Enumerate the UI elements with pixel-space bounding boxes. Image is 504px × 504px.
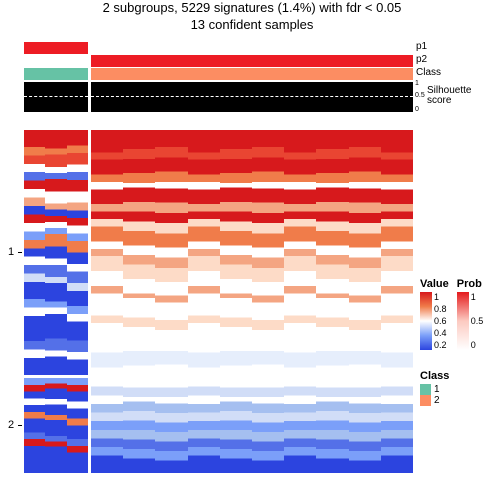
heatmap-column xyxy=(349,130,381,375)
silhouette-col1 xyxy=(24,82,88,112)
heatmap-column xyxy=(45,130,66,375)
p2-band xyxy=(24,55,413,67)
heatmap-column xyxy=(45,378,66,473)
legend-tick: 0.6 xyxy=(434,316,447,326)
prob-ticks: 10.50 xyxy=(471,292,484,350)
silhouette-tick-2: 0 xyxy=(415,106,419,113)
prob-legend: Prob 10.50 xyxy=(457,278,484,350)
heatmap-column xyxy=(220,130,252,375)
class-band-col1 xyxy=(24,68,88,80)
heatmap-column xyxy=(316,378,348,473)
class-swatch xyxy=(420,395,431,406)
value-legend: Value 1 0.8 0.6 0.4 0.2 xyxy=(420,278,449,350)
p1-band xyxy=(24,42,413,54)
prob-legend-title: Prob xyxy=(457,278,484,290)
silhouette-label: Silhouettescore xyxy=(427,86,471,106)
heatmap-column xyxy=(349,378,381,473)
heatmap-col1-g2 xyxy=(24,378,88,473)
p2-band-col1 xyxy=(24,55,88,67)
heatmap-col1-g1 xyxy=(24,130,88,375)
heatmap-column xyxy=(220,378,252,473)
legend-tick: 0.2 xyxy=(434,340,447,350)
value-ticks: 1 0.8 0.6 0.4 0.2 xyxy=(434,292,447,350)
silhouette-col2 xyxy=(91,82,413,112)
silhouette-tick-0: 1 xyxy=(415,80,419,87)
heatmap-column xyxy=(381,378,413,473)
heatmap-column xyxy=(91,378,123,473)
heatmap-column xyxy=(91,130,123,375)
heatmap-column xyxy=(188,130,220,375)
legend-tick: 0.8 xyxy=(434,304,447,314)
legend-tick: 0 xyxy=(471,340,484,350)
p1-band-col2 xyxy=(91,42,413,54)
legend-tick: 0.5 xyxy=(471,316,484,326)
class-legend-title: Class xyxy=(420,370,449,382)
heatmap-column xyxy=(284,130,316,375)
value-gradient xyxy=(420,292,432,350)
heatmap-column xyxy=(155,378,187,473)
heatmap-column xyxy=(252,130,284,375)
class-legend-item: 1 xyxy=(420,384,449,395)
prob-gradient xyxy=(457,292,469,350)
title-line-1: 2 subgroups, 5229 signatures (1.4%) with… xyxy=(0,0,504,17)
class-swatch xyxy=(420,384,431,395)
class-legend-item: 2 xyxy=(420,395,449,406)
heatmap-column xyxy=(252,378,284,473)
heatmap-column xyxy=(284,378,316,473)
heatmap-column xyxy=(123,130,155,375)
heatmap-column xyxy=(316,130,348,375)
heatmap-column xyxy=(381,130,413,375)
heatmap-column xyxy=(24,378,45,473)
title-line-2: 13 confident samples xyxy=(0,17,504,34)
p1-band-label: p1 xyxy=(416,42,427,52)
p2-band-label: p2 xyxy=(416,55,427,65)
legend-tick: 1 xyxy=(434,292,447,302)
class-label: 2 xyxy=(434,395,440,406)
class-band-col2 xyxy=(91,68,413,80)
heatmap-col2-g2 xyxy=(91,378,413,473)
heatmap-column xyxy=(123,378,155,473)
heatmap-column xyxy=(67,378,88,473)
heatmap-column xyxy=(155,130,187,375)
legend-tick: 1 xyxy=(471,292,484,302)
silhouette-tick-1: 0.5 xyxy=(415,92,425,99)
class-band-label: Class xyxy=(416,68,441,78)
heatmap-column xyxy=(188,378,220,473)
p1-band-col1 xyxy=(24,42,88,54)
class-label: 1 xyxy=(434,384,440,395)
legend-tick: 0.4 xyxy=(434,328,447,338)
row-group-label-1: 1 xyxy=(0,130,22,375)
value-legend-title: Value xyxy=(420,278,449,290)
class-band xyxy=(24,68,413,80)
class-legend: Class 12 xyxy=(420,370,449,406)
p2-band-col2 xyxy=(91,55,413,67)
row-group-label-2: 2 xyxy=(0,378,22,473)
heatmap-column xyxy=(24,130,45,375)
heatmap-column xyxy=(67,130,88,375)
heatmap-col2-g1 xyxy=(91,130,413,375)
